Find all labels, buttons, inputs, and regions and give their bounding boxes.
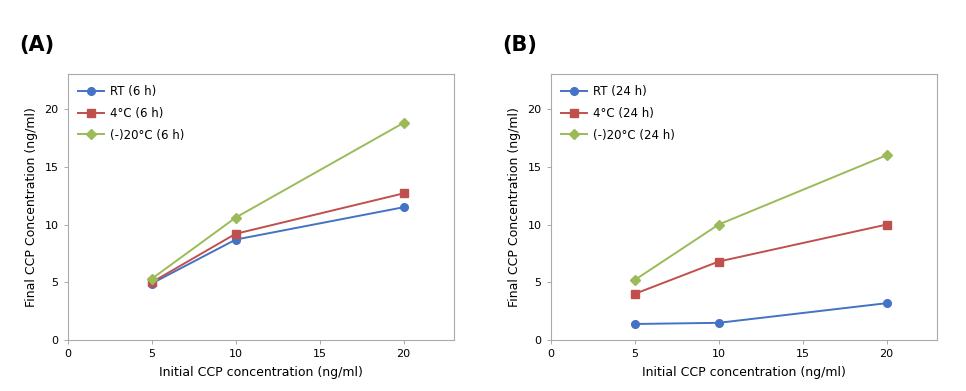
4°C (24 h) bbox=[629, 292, 640, 296]
RT (6 h) bbox=[398, 205, 410, 210]
Text: (A): (A) bbox=[19, 35, 54, 55]
4°C (24 h) bbox=[881, 222, 893, 227]
RT (24 h) bbox=[881, 301, 893, 305]
RT (24 h) bbox=[629, 322, 640, 326]
(-)20°C (24 h) bbox=[629, 278, 640, 282]
Line: (-)20°C (24 h): (-)20°C (24 h) bbox=[631, 151, 891, 284]
RT (6 h) bbox=[146, 281, 157, 286]
Y-axis label: Final CCP Concentration (ng/ml): Final CCP Concentration (ng/ml) bbox=[507, 107, 521, 307]
(-)20°C (6 h) bbox=[398, 120, 410, 125]
(-)20°C (6 h) bbox=[230, 215, 242, 220]
Line: 4°C (6 h): 4°C (6 h) bbox=[148, 190, 408, 286]
Line: RT (6 h): RT (6 h) bbox=[148, 203, 408, 287]
X-axis label: Initial CCP concentration (ng/ml): Initial CCP concentration (ng/ml) bbox=[158, 366, 363, 379]
(-)20°C (24 h) bbox=[713, 222, 724, 227]
RT (24 h) bbox=[713, 321, 724, 325]
4°C (24 h) bbox=[713, 259, 724, 264]
Legend: RT (24 h), 4°C (24 h), (-)20°C (24 h): RT (24 h), 4°C (24 h), (-)20°C (24 h) bbox=[556, 80, 680, 146]
Legend: RT (6 h), 4°C (6 h), (-)20°C (6 h): RT (6 h), 4°C (6 h), (-)20°C (6 h) bbox=[73, 80, 189, 146]
4°C (6 h) bbox=[146, 280, 157, 285]
(-)20°C (24 h) bbox=[881, 153, 893, 158]
RT (6 h) bbox=[230, 237, 242, 242]
4°C (6 h) bbox=[398, 191, 410, 196]
Y-axis label: Final CCP Concentration (ng/ml): Final CCP Concentration (ng/ml) bbox=[24, 107, 38, 307]
Line: RT (24 h): RT (24 h) bbox=[631, 300, 891, 328]
X-axis label: Initial CCP concentration (ng/ml): Initial CCP concentration (ng/ml) bbox=[641, 366, 846, 379]
Line: 4°C (24 h): 4°C (24 h) bbox=[631, 221, 891, 298]
(-)20°C (6 h) bbox=[146, 276, 157, 281]
Line: (-)20°C (6 h): (-)20°C (6 h) bbox=[148, 119, 408, 283]
4°C (6 h) bbox=[230, 231, 242, 236]
Text: (B): (B) bbox=[502, 35, 537, 55]
